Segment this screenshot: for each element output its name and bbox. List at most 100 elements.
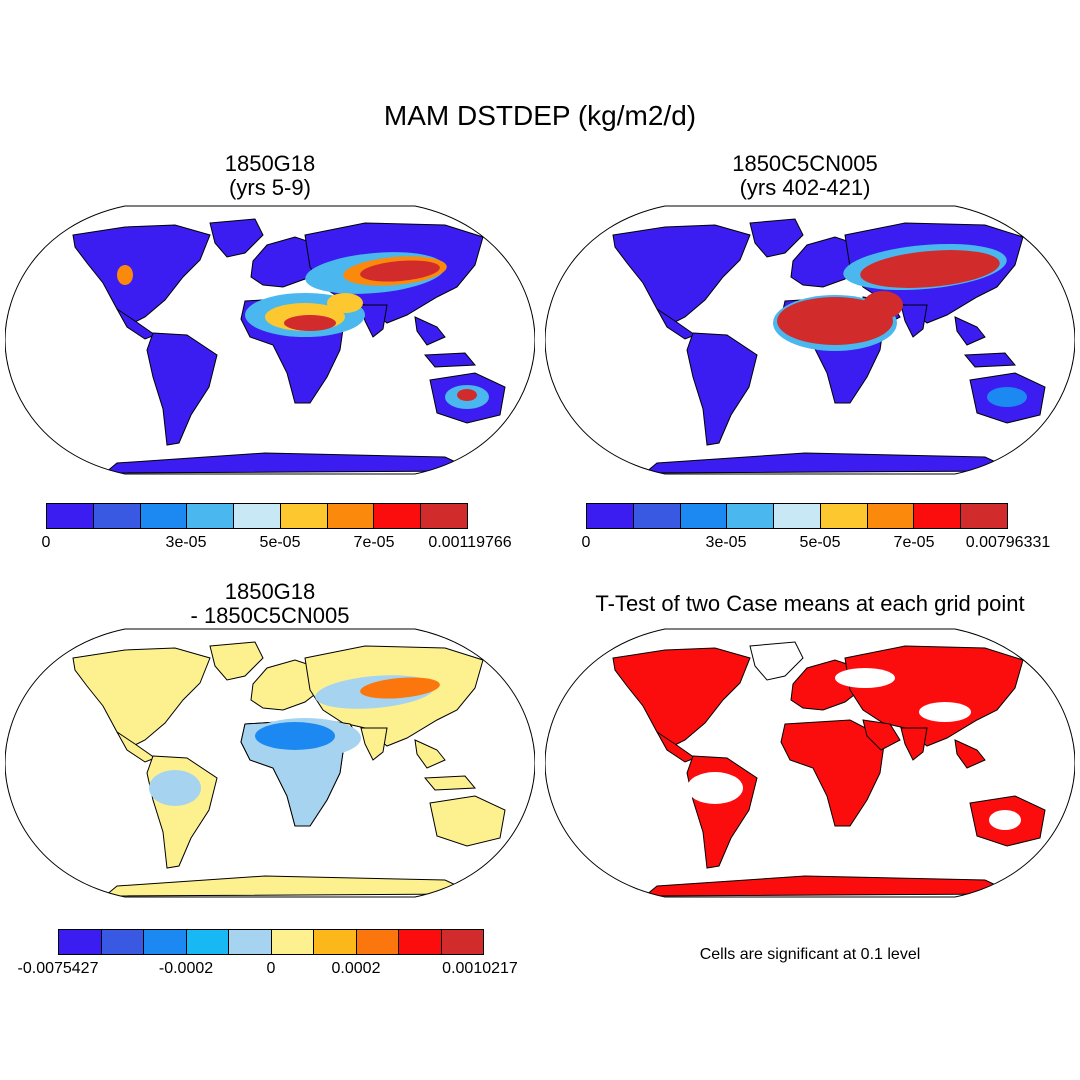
colorbar-swatch: [914, 504, 962, 528]
tick-label: 0.0010217: [442, 960, 518, 977]
continent-southAmerica: [146, 332, 218, 446]
tick-label: -0.0075427: [17, 960, 99, 977]
significant-arabia: [862, 719, 901, 751]
panel-title-bl-line2: - 1850C5CN005: [190, 603, 350, 628]
continent-indonesia: [963, 352, 1017, 368]
map-frame: [545, 628, 1075, 898]
map-panel-br: [545, 628, 1075, 898]
tick-label: 0: [41, 534, 51, 551]
continent-southAmerica: [686, 332, 758, 446]
map-frame: [5, 205, 535, 475]
continent-greenland: [209, 641, 264, 681]
panel-title-br: T-Test of two Case means at each grid po…: [540, 592, 1080, 616]
tick-label: 0.00796331: [965, 534, 1051, 551]
colorbar-swatch: [280, 504, 328, 528]
colorbar-swatch: [144, 930, 187, 954]
colorbar-swatch: [441, 930, 483, 954]
diff-negative-region: [255, 722, 335, 750]
colorbar-swatch: [140, 504, 188, 528]
continent-seAsia: [414, 316, 446, 346]
colorbar-swatch: [187, 504, 235, 528]
colorbar-swatch: [374, 504, 422, 528]
colorbar-swatch: [271, 930, 314, 954]
dust-region: [117, 265, 133, 285]
colorbar-swatch: [59, 930, 102, 954]
colorbar-bottom-left: [58, 929, 484, 955]
panel-title-bl: 1850G18 - 1850C5CN005: [140, 580, 400, 628]
colorbar-top-right: [586, 503, 1008, 529]
continent-seAsia: [414, 739, 446, 769]
colorbar-swatch: [229, 930, 272, 954]
dust-region: [457, 389, 477, 401]
colorbar-swatch: [93, 504, 141, 528]
colorbar-swatch: [961, 504, 1008, 528]
not-significant-region: [919, 702, 971, 722]
tick-label: 0.00119766: [428, 534, 512, 551]
colorbar-top-left: [46, 503, 468, 529]
continent-antarctica: [103, 875, 476, 897]
colorbar-swatch: [314, 930, 357, 954]
significant-northAmerica: [612, 647, 751, 747]
significant-antarctica: [643, 875, 1016, 897]
diff-negative-region: [149, 770, 201, 806]
significant-centralAmerica: [656, 731, 697, 763]
colorbar-swatch: [774, 504, 821, 528]
colorbar-swatch: [867, 504, 915, 528]
panel-title-tr: 1850C5CN005 (yrs 402-421): [675, 152, 935, 200]
significant-india: [900, 727, 928, 761]
continent-india: [360, 304, 388, 338]
continent-india: [900, 304, 928, 338]
continent-northAmerica: [612, 224, 751, 324]
continent-centralAmerica: [116, 731, 157, 763]
colorbar-swatch: [633, 504, 681, 528]
continent-india: [360, 727, 388, 761]
tick-label: 0: [266, 960, 276, 977]
panel-title-tr-line2: (yrs 402-421): [739, 175, 871, 200]
colorbar-swatch: [421, 504, 468, 528]
continent-australia: [429, 795, 506, 847]
continent-seAsia: [954, 316, 986, 346]
continent-centralAmerica: [116, 308, 157, 340]
colorbar-swatch: [101, 930, 144, 954]
significant-asia: [844, 645, 1024, 747]
panel-title-br-line1: T-Test of two Case means at each grid po…: [595, 591, 1025, 616]
continent-northAmerica: [72, 224, 211, 324]
map-frame: [545, 205, 1075, 475]
dust-region: [360, 260, 440, 282]
diff-positive-region: [360, 677, 440, 699]
significance-note: Cells are significant at 0.1 level: [699, 946, 921, 963]
dust-region: [327, 293, 363, 313]
map-panel-bl: [5, 628, 535, 898]
tick-label: 7e-05: [353, 534, 395, 551]
continent-northAmerica: [72, 647, 211, 747]
colorbar-swatch: [399, 930, 442, 954]
continent-indonesia: [423, 775, 477, 791]
continent-antarctica: [643, 452, 1016, 474]
dust-region: [860, 250, 1000, 288]
colorbar-swatch: [47, 504, 94, 528]
colorbar-swatch: [234, 504, 281, 528]
continent-indonesia: [423, 352, 477, 368]
colorbar-swatch: [727, 504, 775, 528]
panel-title-bl-line1: 1850G18: [224, 579, 316, 604]
panel-title-tl-line2: (yrs 5-9): [229, 175, 311, 200]
panel-title-tr-line1: 1850C5CN005: [732, 151, 878, 176]
tick-label: 3e-05: [705, 534, 747, 551]
colorbar-swatch: [327, 504, 375, 528]
tick-label: 0.0002: [331, 960, 381, 977]
colorbar-swatch: [587, 504, 634, 528]
tick-label: 5e-05: [259, 534, 301, 551]
colorbar-swatch: [680, 504, 728, 528]
continent-greenland: [749, 218, 804, 258]
map-frame: [5, 628, 535, 898]
tick-label: 0: [581, 534, 591, 551]
figure-title: MAM DSTDEP (kg/m2/d): [383, 100, 697, 131]
not-significant-region: [989, 810, 1021, 830]
colorbar-swatch: [820, 504, 868, 528]
panel-title-tl: 1850G18 (yrs 5-9): [140, 152, 400, 200]
continent-centralAmerica: [656, 308, 697, 340]
tick-label: -0.0002: [158, 960, 214, 977]
not-significant-region: [687, 772, 743, 804]
continent-antarctica: [103, 452, 476, 474]
colorbar-swatch: [186, 930, 229, 954]
